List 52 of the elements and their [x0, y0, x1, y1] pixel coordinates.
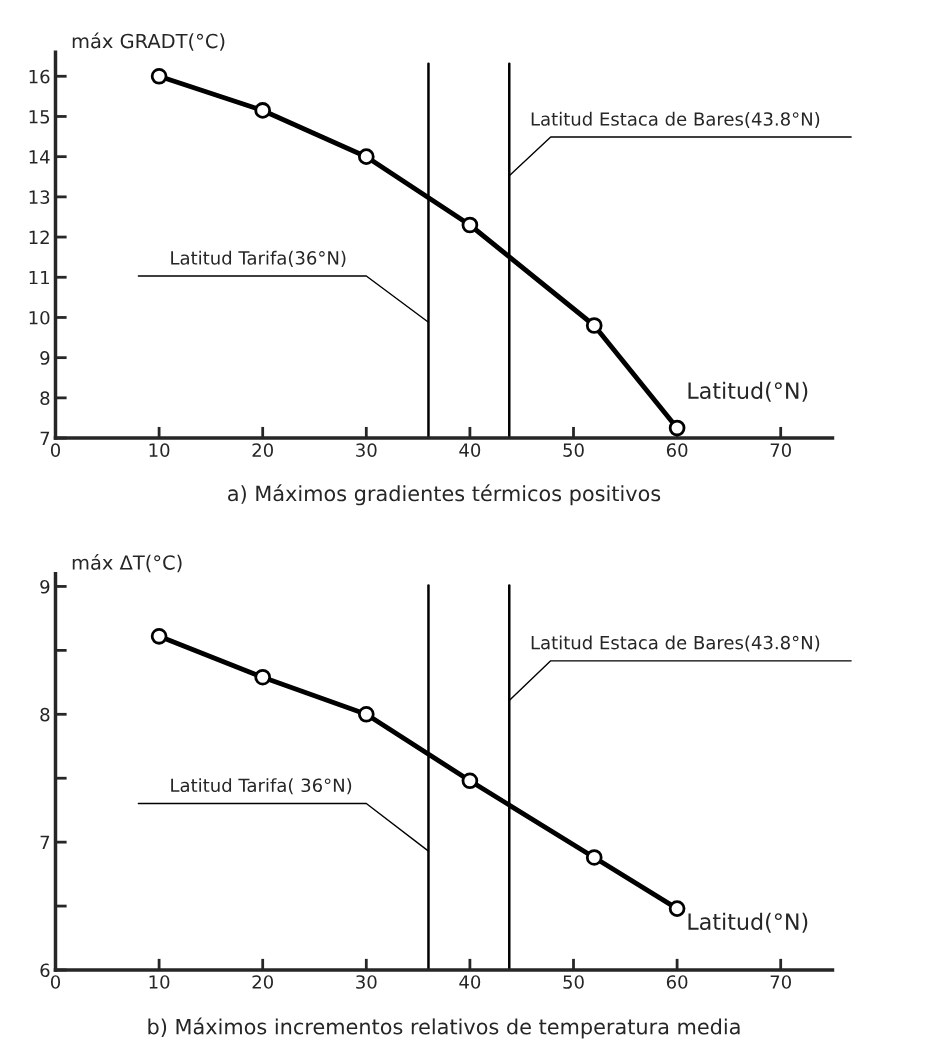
- text: b) Máximos incrementos relativos de temperatura media: [148, 1017, 740, 1039]
- y-tick-label: 16: [29, 69, 50, 84]
- x-tick-label: 50: [563, 975, 584, 989]
- x-tick-label: 30: [356, 975, 377, 989]
- point: [254, 668, 272, 686]
- y-tick-label: 8: [40, 707, 50, 722]
- x-axis-title: Latitud(°N): [688, 912, 808, 933]
- y-tick-label: 14: [29, 150, 50, 164]
- x-axis-title: Latitud(°N): [688, 381, 808, 402]
- x-tick-label: 40: [459, 443, 481, 457]
- point: [461, 216, 479, 234]
- x-tick-label: 20: [252, 443, 273, 457]
- x-tick-label: 60: [666, 975, 688, 989]
- x-tick-label: 30: [356, 443, 377, 457]
- x-tick-label: 0: [50, 975, 61, 989]
- text: a) Máximos gradientes térmicos positivos: [228, 484, 661, 506]
- point: [357, 705, 375, 723]
- x-tick-label: 70: [770, 443, 791, 457]
- point: [357, 148, 375, 165]
- x-tick-label: 0: [50, 443, 61, 457]
- point: [668, 419, 686, 437]
- point: [150, 67, 168, 85]
- y-tick-label: 9: [40, 351, 50, 365]
- y-axis-title: máx ΔT(°C): [72, 554, 182, 573]
- ref-line-label: Latitud Estaca de Bares(43.8°N): [531, 111, 820, 128]
- x-tick-label: 70: [770, 975, 791, 989]
- y-tick-label: 10: [29, 310, 50, 325]
- point: [254, 102, 272, 119]
- y-tick-label: 7: [40, 835, 50, 849]
- x-tick-label: 50: [563, 443, 584, 457]
- y-tick-label: 15: [29, 110, 50, 124]
- point: [150, 627, 168, 645]
- point: [585, 317, 603, 334]
- y-tick-label: 11: [29, 270, 49, 285]
- x-tick-label: 60: [666, 443, 688, 457]
- point: [668, 900, 686, 917]
- y-tick-label: 13: [29, 190, 50, 204]
- ref-line-label: Latitud Tarifa( 36°N): [171, 778, 352, 795]
- y-tick-label: 9: [40, 579, 50, 594]
- y-tick-label: 7: [40, 431, 50, 445]
- x-tick-label: 10: [149, 975, 170, 989]
- x-tick-label: 10: [149, 443, 170, 457]
- ref-line-label: Latitud Estaca de Bares(43.8°N): [531, 635, 820, 652]
- x-tick-label: 20: [252, 975, 273, 989]
- y-tick-label: 6: [40, 963, 50, 978]
- y-tick-label: 8: [40, 391, 50, 405]
- ref-line-label: Latitud Tarifa(36°N): [171, 250, 346, 267]
- y-tick-label: 12: [29, 230, 49, 244]
- y-axis-title: máx GRADT(°C): [72, 32, 225, 51]
- point: [585, 849, 603, 866]
- x-tick-label: 40: [459, 975, 481, 989]
- point: [461, 772, 479, 790]
